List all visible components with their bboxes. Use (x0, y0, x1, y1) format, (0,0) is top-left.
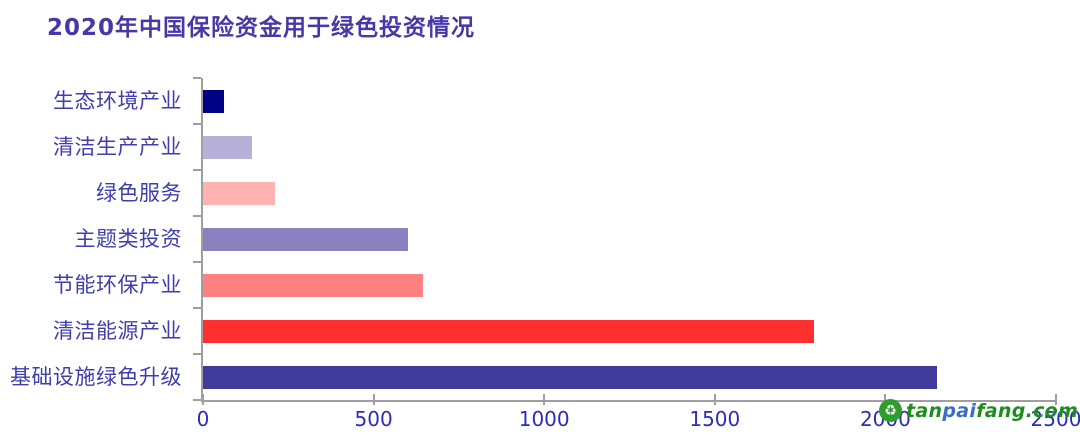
x-axis-tick-label: 1000 (518, 407, 570, 431)
tanpaifang-watermark: ♻ tanpaifang.com (879, 399, 1078, 422)
y-axis-tick (193, 399, 201, 401)
x-axis-tick-label: 0 (196, 407, 210, 431)
bar (203, 273, 424, 297)
category-label: 基础设施绿色升级 (10, 365, 182, 389)
plot-area: 05001000150020002500 (193, 77, 1080, 431)
x-axis-tick-label: 2500 (1030, 407, 1080, 431)
category-label: 清洁生产产业 (53, 135, 182, 159)
x-axis-tick (713, 394, 716, 405)
category-label: 主题类投资 (74, 227, 182, 251)
category-label: 生态环境产业 (53, 89, 182, 113)
y-axis-tick (193, 353, 201, 355)
x-axis-tick (1055, 394, 1057, 405)
x-axis-tick (202, 394, 204, 405)
y-axis-tick (193, 169, 201, 171)
watermark-text: tanpaifang.com (906, 400, 1078, 422)
bar (203, 135, 253, 159)
bar (203, 365, 937, 389)
bar (203, 89, 225, 113)
recycle-icon: ♻ (879, 399, 902, 422)
category-label: 绿色服务 (96, 181, 182, 205)
y-axis-tick (193, 123, 201, 125)
watermark-text-part: pai (942, 399, 977, 422)
bar (203, 181, 275, 205)
x-axis-tick (543, 394, 546, 405)
category-label: 清洁能源产业 (53, 319, 182, 343)
category-label: 节能环保产业 (53, 273, 182, 297)
y-axis-tick (193, 261, 201, 263)
watermark-text-part: fang.com (976, 399, 1079, 422)
chart-title: 2020年中国保险资金用于绿色投资情况 (47, 15, 476, 41)
x-axis-tick-label: 1500 (689, 407, 741, 431)
x-axis-tick (372, 394, 375, 405)
y-axis-tick (193, 307, 201, 309)
x-axis-tick-label: 500 (354, 407, 393, 431)
y-axis-tick (193, 77, 201, 79)
watermark-text-part: tan (906, 399, 943, 422)
y-axis-tick (193, 215, 201, 217)
bar (203, 227, 408, 251)
bar (203, 319, 814, 343)
